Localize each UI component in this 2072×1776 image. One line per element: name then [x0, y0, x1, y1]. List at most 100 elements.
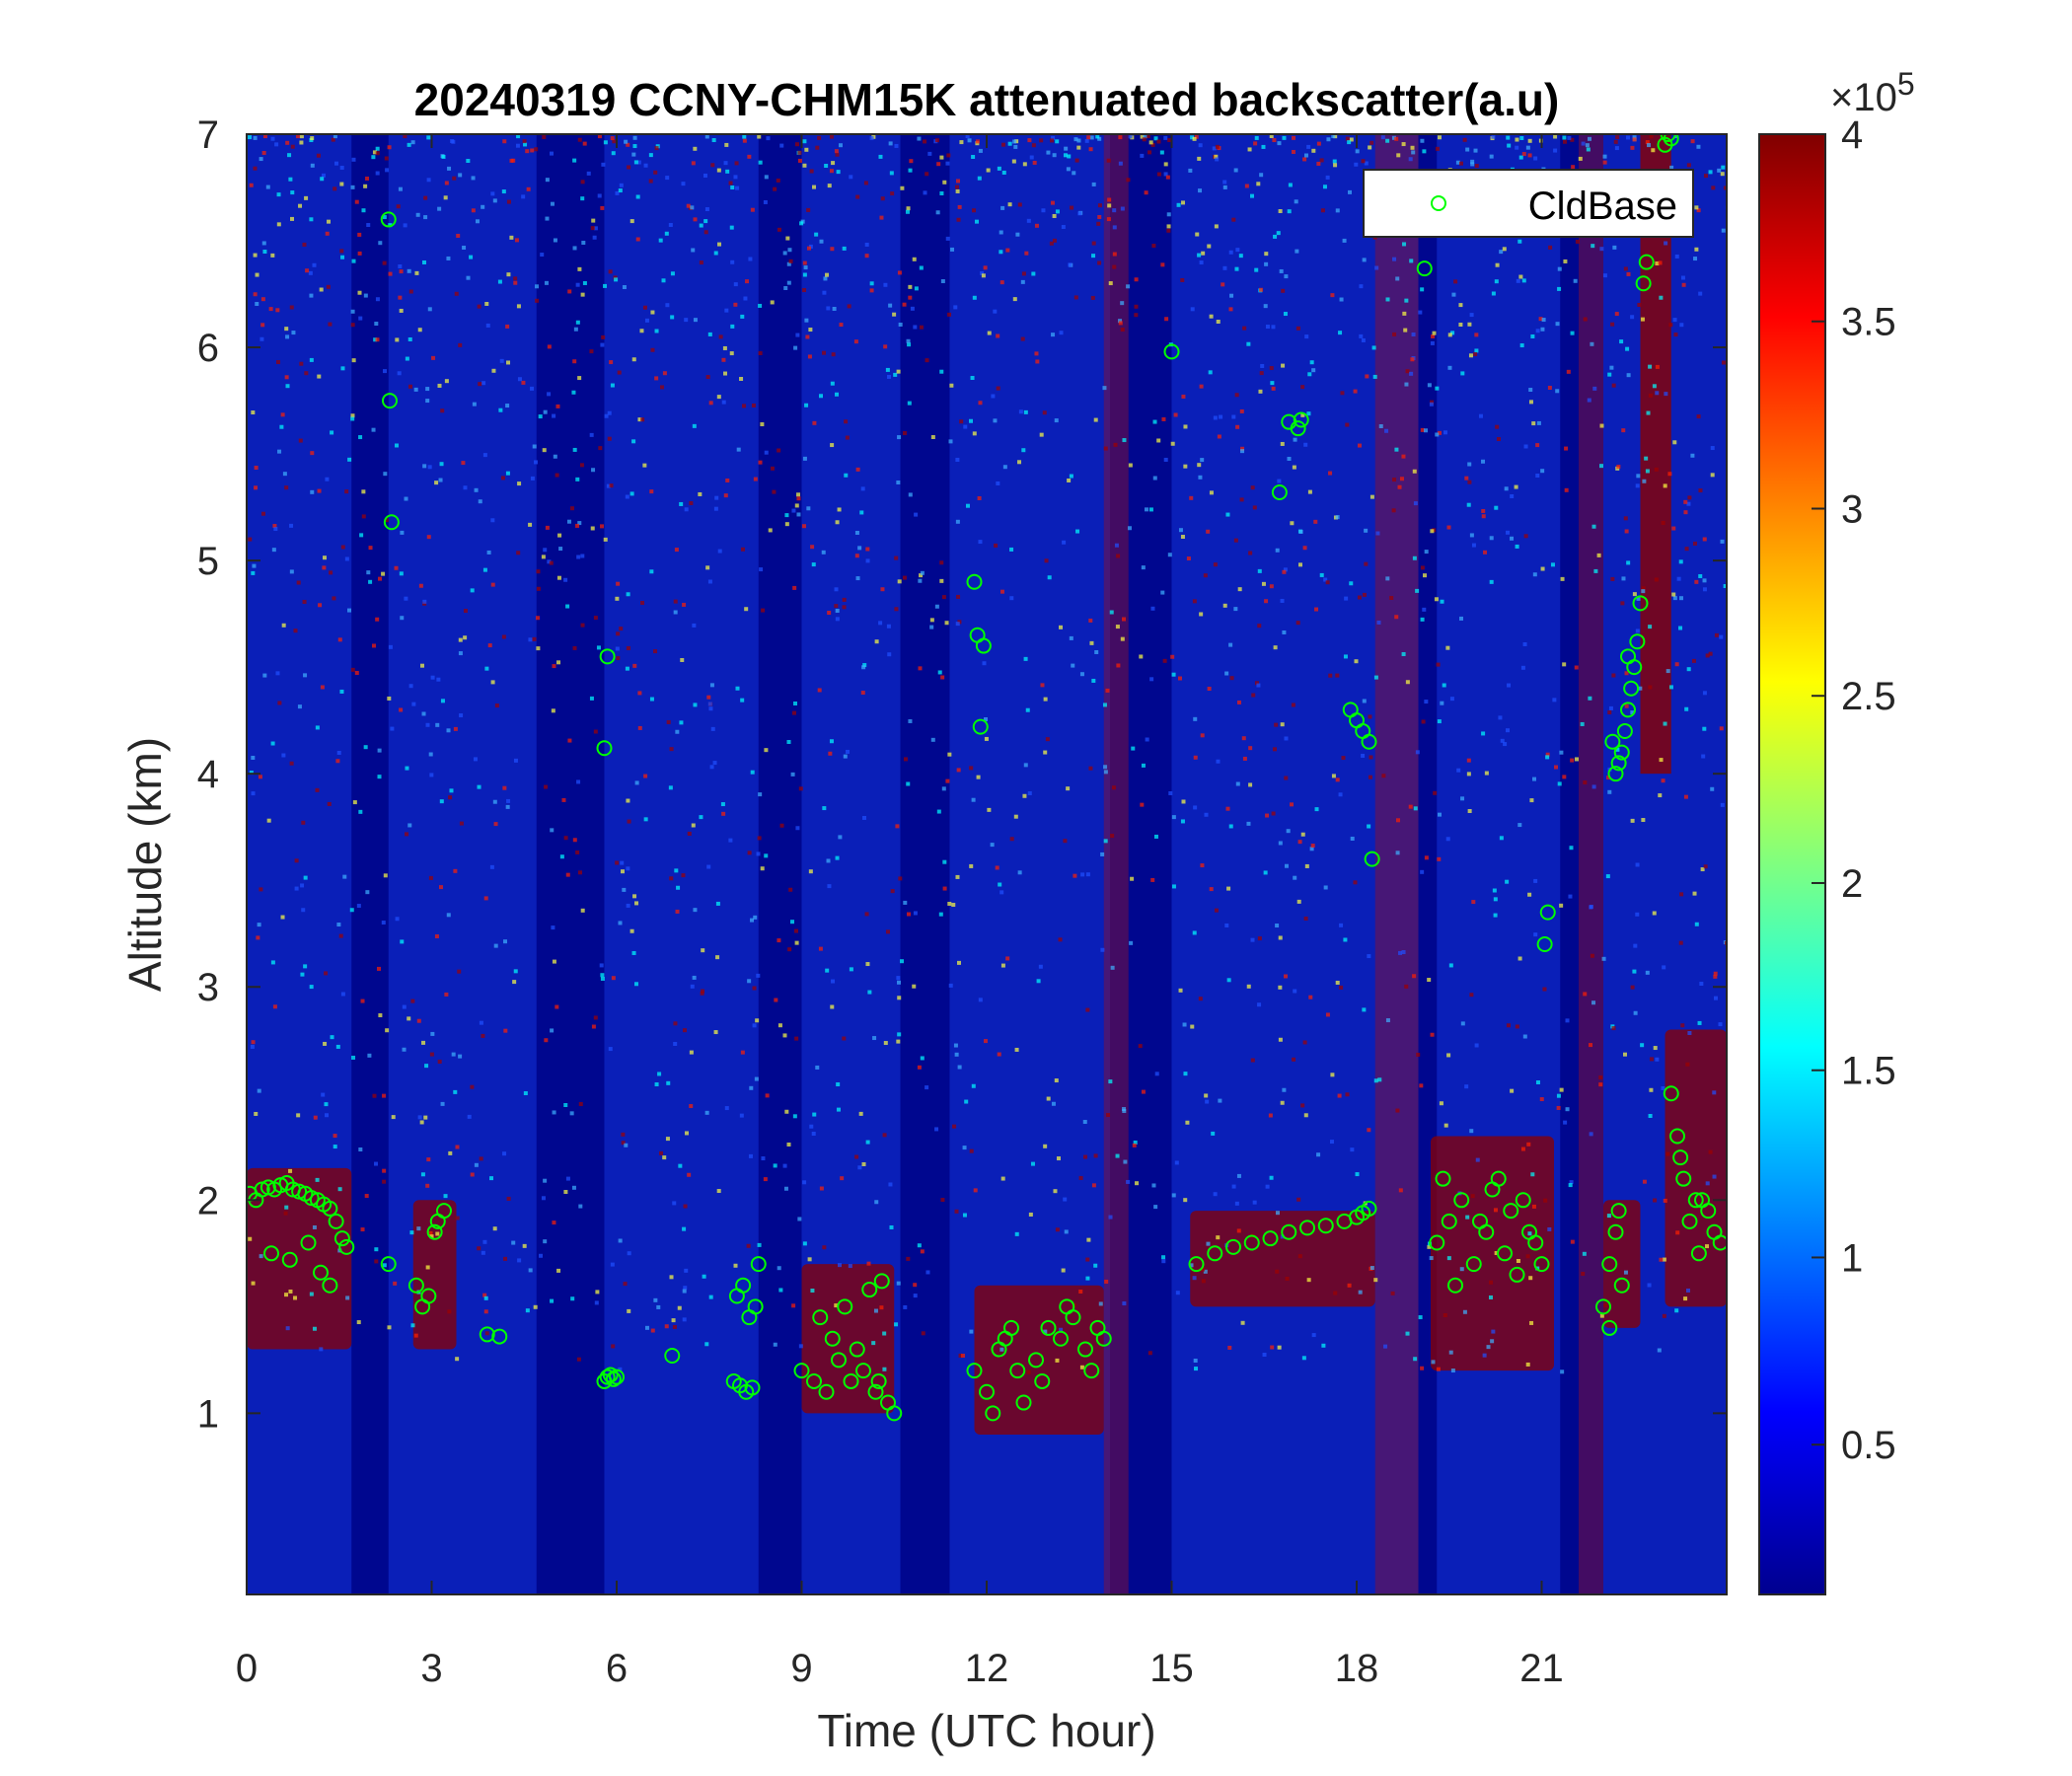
- speckle: [1287, 456, 1292, 461]
- cldbase-point: [1040, 1319, 1057, 1336]
- speckle: [1021, 271, 1026, 276]
- speckle: [1719, 726, 1724, 731]
- speckle: [1495, 262, 1500, 267]
- speckle: [1339, 985, 1344, 990]
- speckle: [1708, 1149, 1713, 1154]
- speckle: [1306, 144, 1311, 149]
- cldbase-point: [479, 1326, 495, 1343]
- speckle: [298, 203, 303, 208]
- speckle: [270, 136, 275, 141]
- speckle: [1260, 363, 1265, 368]
- speckle: [1073, 295, 1078, 300]
- speckle: [1607, 372, 1612, 377]
- speckle: [1153, 1205, 1158, 1210]
- speckle: [552, 413, 556, 418]
- speckle: [513, 758, 518, 763]
- speckle: [1259, 173, 1264, 178]
- speckle: [597, 134, 602, 139]
- speckle: [1344, 596, 1349, 601]
- speckle: [1518, 155, 1523, 160]
- speckle: [1020, 336, 1025, 341]
- speckle: [659, 385, 664, 390]
- speckle: [1662, 1257, 1666, 1262]
- speckle: [1705, 1244, 1710, 1249]
- speckle: [1402, 242, 1407, 247]
- speckle: [748, 257, 753, 261]
- speckle: [1314, 607, 1319, 612]
- speckle: [567, 738, 572, 743]
- speckle: [823, 276, 828, 281]
- speckle: [1535, 443, 1540, 448]
- speckle: [591, 1024, 596, 1029]
- speckle: [590, 526, 595, 531]
- cldbase-point: [1620, 648, 1636, 665]
- speckle: [1395, 851, 1400, 855]
- speckle: [1059, 1327, 1064, 1332]
- speckle: [709, 683, 714, 688]
- speckle: [429, 1234, 434, 1239]
- speckle: [782, 1163, 787, 1168]
- speckle: [934, 1127, 939, 1132]
- speckle: [616, 631, 621, 636]
- speckle: [1063, 153, 1068, 158]
- speckle: [1396, 153, 1401, 158]
- speckle: [835, 617, 840, 622]
- speckle: [1295, 326, 1300, 331]
- speckle: [689, 1050, 694, 1055]
- speckle: [549, 560, 554, 565]
- speckle: [1442, 683, 1446, 688]
- speckle: [1535, 1079, 1540, 1084]
- speckle: [1192, 930, 1197, 935]
- speckle: [572, 645, 577, 650]
- speckle: [1408, 157, 1413, 162]
- speckle: [682, 1289, 687, 1294]
- speckle: [1367, 1128, 1371, 1133]
- speckle: [1005, 248, 1010, 253]
- speckle: [1214, 154, 1219, 159]
- speckle: [285, 384, 290, 389]
- speckle: [1591, 1000, 1596, 1005]
- speckle: [1084, 138, 1089, 143]
- speckle: [730, 324, 735, 329]
- speckle: [941, 786, 946, 791]
- speckle: [270, 741, 275, 746]
- speckle: [817, 688, 822, 693]
- speckle: [1242, 756, 1247, 761]
- speckle: [894, 607, 899, 612]
- speckle: [973, 1188, 978, 1193]
- speckle: [1401, 142, 1406, 147]
- speckle: [289, 569, 294, 574]
- speckle: [1664, 241, 1668, 246]
- speckle: [830, 247, 835, 252]
- speckle: [807, 354, 812, 359]
- speckle: [1674, 254, 1679, 259]
- speckle: [981, 273, 986, 278]
- speckle: [375, 151, 380, 156]
- speckle: [1088, 147, 1093, 152]
- speckle: [1272, 747, 1277, 752]
- speckle: [326, 284, 331, 289]
- speckle: [1229, 293, 1234, 298]
- speckle: [299, 134, 304, 139]
- speckle: [983, 717, 988, 722]
- speckle: [957, 1065, 962, 1070]
- speckle: [1043, 750, 1048, 755]
- speckle: [715, 901, 720, 906]
- speckle: [1623, 516, 1628, 521]
- speckle: [285, 334, 290, 339]
- speckle: [955, 185, 960, 189]
- speckle: [724, 308, 729, 313]
- speckle: [802, 456, 807, 461]
- speckle: [1107, 203, 1112, 208]
- speckle: [1443, 1123, 1448, 1128]
- speckle: [1094, 649, 1099, 654]
- speckle: [1448, 1350, 1453, 1355]
- speckle: [467, 1114, 472, 1119]
- speckle: [1713, 971, 1718, 976]
- speckle: [1491, 291, 1496, 296]
- speckle: [1721, 228, 1726, 233]
- cldbase-point: [1028, 1352, 1044, 1369]
- speckle: [446, 728, 451, 733]
- speckle: [913, 1283, 918, 1288]
- speckle: [1199, 260, 1204, 265]
